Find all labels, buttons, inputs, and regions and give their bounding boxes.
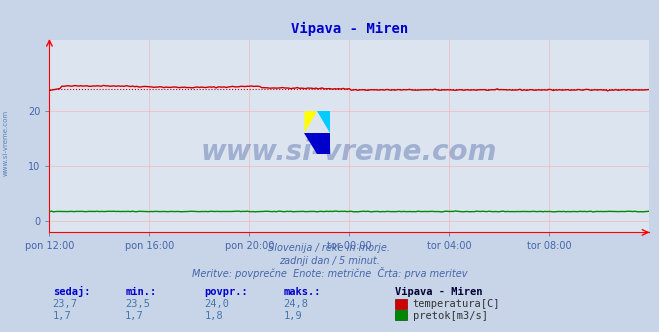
Polygon shape (304, 133, 330, 154)
Text: 1,7: 1,7 (125, 311, 144, 321)
Text: temperatura[C]: temperatura[C] (413, 299, 500, 309)
Text: Meritve: povprečne  Enote: metrične  Črta: prva meritev: Meritve: povprečne Enote: metrične Črta:… (192, 267, 467, 279)
Text: Slovenija / reke in morje.: Slovenija / reke in morje. (268, 243, 391, 253)
Text: 24,0: 24,0 (204, 299, 229, 309)
Text: www.si-vreme.com: www.si-vreme.com (201, 137, 498, 166)
Polygon shape (317, 111, 330, 133)
Text: 23,7: 23,7 (53, 299, 78, 309)
Polygon shape (304, 111, 317, 133)
Text: pretok[m3/s]: pretok[m3/s] (413, 311, 488, 321)
Text: maks.:: maks.: (283, 288, 321, 297)
Text: 1,7: 1,7 (53, 311, 71, 321)
Text: 1,9: 1,9 (283, 311, 302, 321)
Text: povpr.:: povpr.: (204, 288, 248, 297)
Text: zadnji dan / 5 minut.: zadnji dan / 5 minut. (279, 256, 380, 266)
Text: Vipava - Miren: Vipava - Miren (395, 288, 483, 297)
Text: 24,8: 24,8 (283, 299, 308, 309)
Title: Vipava - Miren: Vipava - Miren (291, 22, 408, 36)
Text: min.:: min.: (125, 288, 156, 297)
Text: www.si-vreme.com: www.si-vreme.com (2, 110, 9, 176)
Text: 1,8: 1,8 (204, 311, 223, 321)
Text: 23,5: 23,5 (125, 299, 150, 309)
Text: sedaj:: sedaj: (53, 287, 90, 297)
